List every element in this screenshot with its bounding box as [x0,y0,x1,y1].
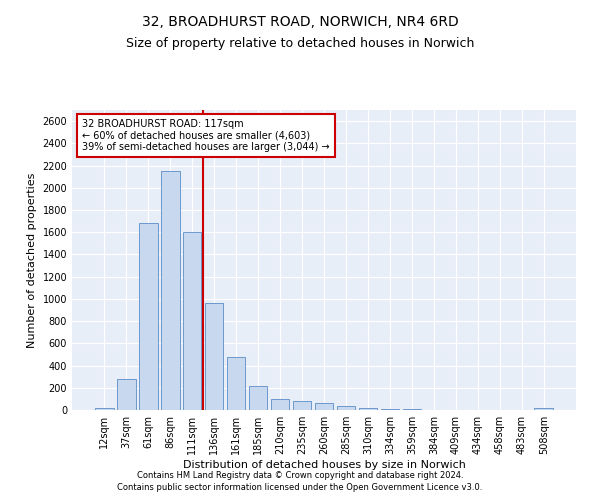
Bar [183,232,202,410]
Bar [139,224,158,410]
Bar [359,408,377,410]
Bar [535,408,553,410]
Bar [380,409,399,410]
Text: 32 BROADHURST ROAD: 117sqm
← 60% of detached houses are smaller (4,603)
39% of s: 32 BROADHURST ROAD: 117sqm ← 60% of deta… [82,119,330,152]
Bar [271,399,289,410]
Text: Contains public sector information licensed under the Open Government Licence v3: Contains public sector information licen… [118,484,482,492]
Text: Contains HM Land Registry data © Crown copyright and database right 2024.: Contains HM Land Registry data © Crown c… [137,471,463,480]
Y-axis label: Number of detached properties: Number of detached properties [27,172,37,348]
Bar [293,401,311,410]
Bar [337,406,355,410]
Bar [227,356,245,410]
Bar [249,386,268,410]
Bar [95,408,113,410]
Bar [205,304,223,410]
Text: Size of property relative to detached houses in Norwich: Size of property relative to detached ho… [126,38,474,51]
Bar [314,404,334,410]
Bar [161,171,179,410]
Text: 32, BROADHURST ROAD, NORWICH, NR4 6RD: 32, BROADHURST ROAD, NORWICH, NR4 6RD [142,15,458,29]
X-axis label: Distribution of detached houses by size in Norwich: Distribution of detached houses by size … [182,460,466,470]
Bar [117,379,136,410]
